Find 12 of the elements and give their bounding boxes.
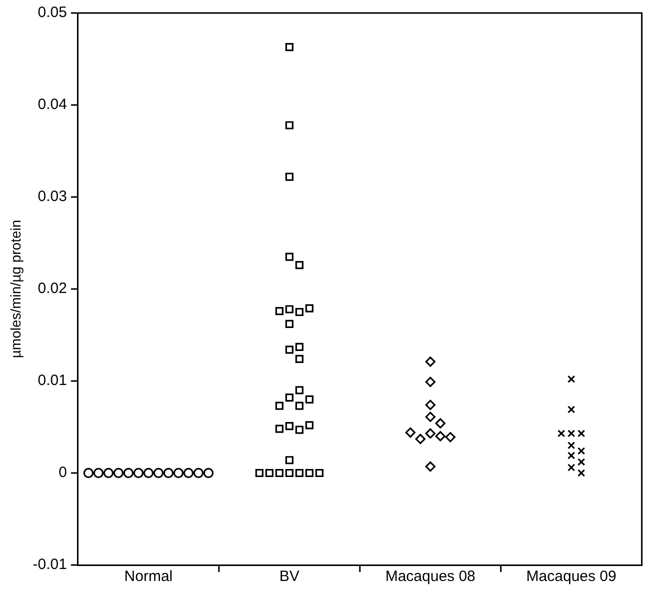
x-tick-label: Normal xyxy=(124,568,173,586)
y-axis-title: µmoles/min/µg protein xyxy=(7,220,24,358)
y-tick-label: 0.05 xyxy=(38,4,67,22)
y-tick-label: 0.03 xyxy=(38,188,67,206)
y-tick-label: 0.04 xyxy=(38,96,67,114)
y-tick-label: 0 xyxy=(58,464,67,482)
y-tick-label: 0.01 xyxy=(38,372,67,390)
x-tick-label: Macaques 09 xyxy=(526,568,616,586)
y-tick-label: -0.01 xyxy=(32,556,67,574)
y-tick-label: 0.02 xyxy=(38,280,67,298)
x-tick-label: Macaques 08 xyxy=(385,568,476,586)
x-tick-label: BV xyxy=(279,568,300,586)
